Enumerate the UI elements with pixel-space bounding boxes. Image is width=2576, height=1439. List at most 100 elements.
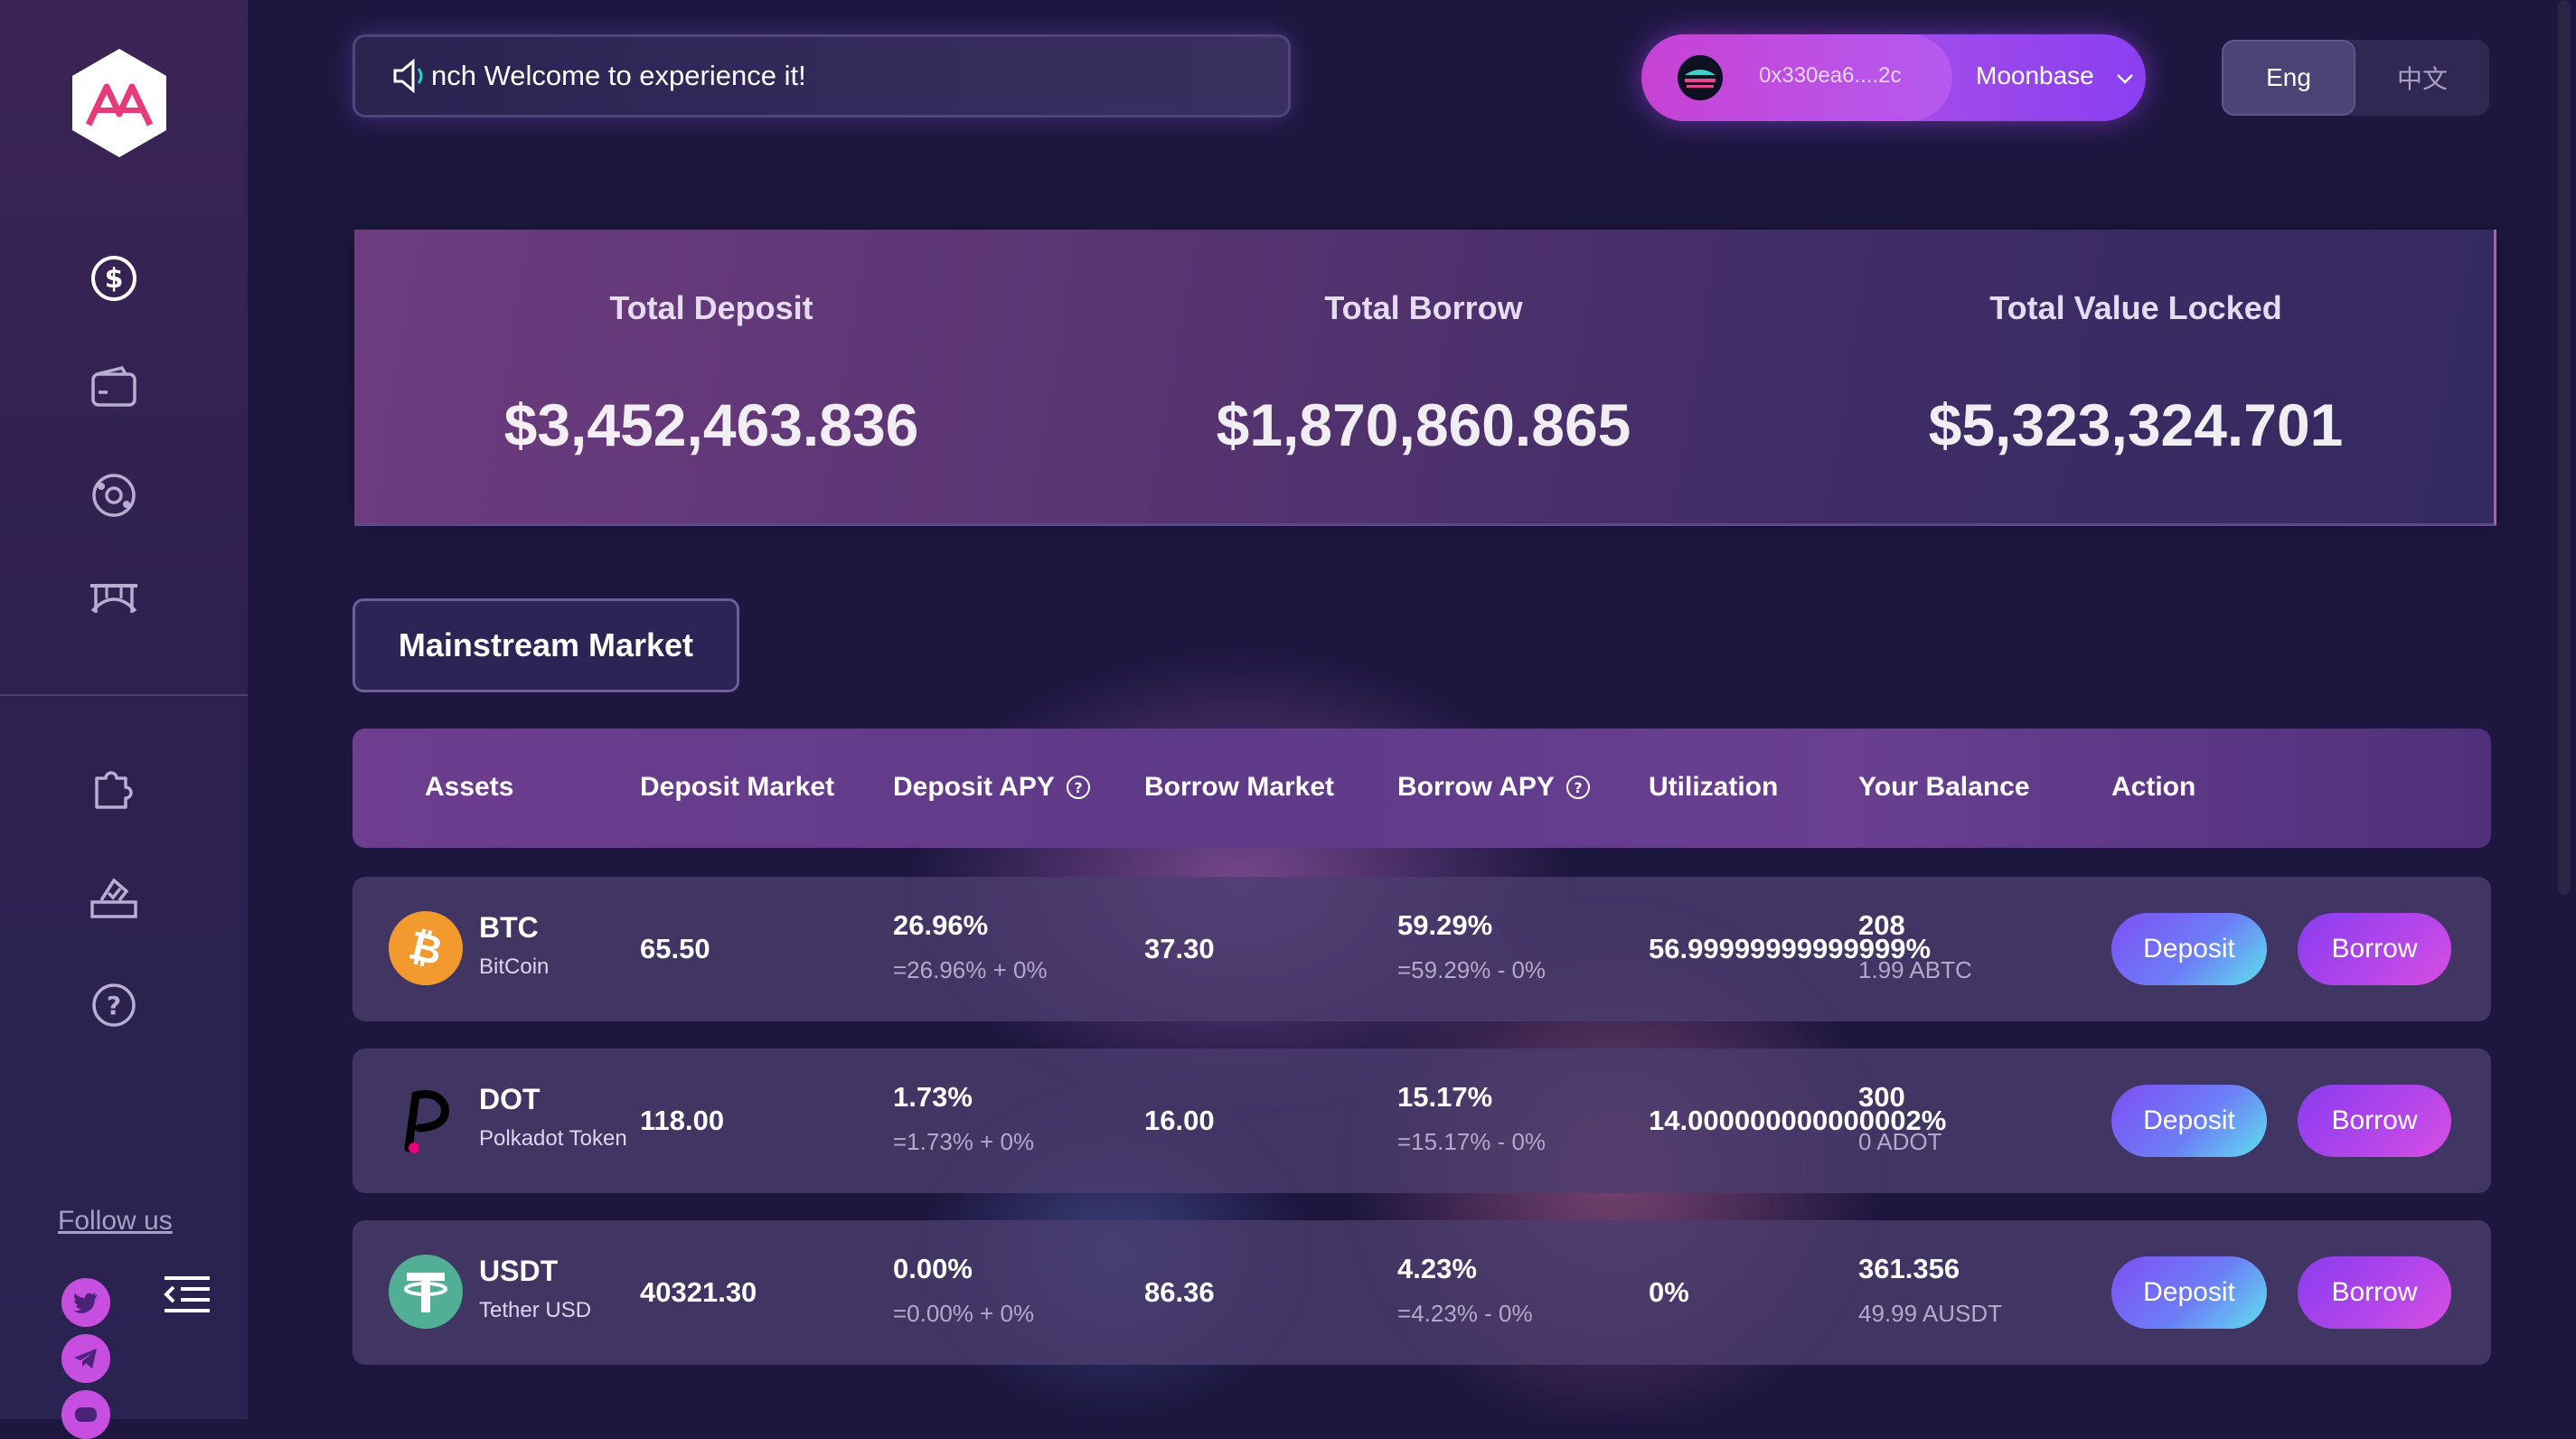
speaker-icon [391, 56, 431, 96]
asset-symbol: BTC [479, 911, 539, 944]
discord-icon[interactable] [61, 1390, 110, 1439]
deposit-market-value: 118.00 [640, 1105, 725, 1136]
column-header-assets: Assets [425, 772, 514, 802]
language-switcher: Eng 中文 [2222, 40, 2489, 116]
stat-total-deposit: Total Deposit $3,452,463.836 [354, 230, 1068, 526]
deposit-button[interactable]: Deposit [2111, 913, 2267, 985]
stat-total-value-locked: Total Value Locked $5,323,324.701 [1779, 230, 2493, 526]
asset-name: BitCoin [479, 955, 550, 979]
deposit-button[interactable]: Deposit [2111, 1256, 2267, 1329]
borrow-button[interactable]: Borrow [2298, 913, 2451, 985]
balance-atoken: 0 ADOT [1858, 1128, 1942, 1155]
wallet-avatar [1678, 55, 1723, 100]
borrow-apy-detail: =59.29% - 0% [1397, 956, 1547, 983]
utilization-value: 14.000000000000002% [1649, 1105, 1947, 1136]
column-header-action: Action [2111, 772, 2196, 802]
deposit-apy-detail: =1.73% + 0% [893, 1128, 1035, 1155]
vote-icon[interactable] [87, 870, 141, 924]
svg-text:₿: ₿ [404, 922, 447, 974]
asset-name: Tether USD [479, 1298, 592, 1322]
svg-text:?: ? [1574, 779, 1582, 796]
dollar-icon[interactable]: $ [87, 251, 141, 306]
balance-atoken: 1.99 ABTC [1858, 956, 1972, 983]
wallet-connect[interactable]: 0x330ea6....2c Moonbase [1641, 34, 2146, 121]
asset-symbol: DOT [479, 1083, 541, 1115]
deposit-apy-detail: =0.00% + 0% [893, 1300, 1035, 1327]
balance-value: 208 [1858, 909, 1905, 941]
stat-label: Total Borrow [1324, 289, 1523, 326]
wallet-icon[interactable] [87, 360, 141, 414]
twitter-icon[interactable] [61, 1278, 110, 1327]
help-icon[interactable]: ? [87, 978, 141, 1032]
deposit-apy-value: 1.73% [893, 1081, 973, 1113]
borrow-apy-value: 4.23% [1397, 1253, 1477, 1284]
borrow-market-value: 86.36 [1144, 1276, 1215, 1308]
chevron-down-icon[interactable] [2115, 69, 2135, 89]
column-header-borrow-apy: Borrow APY ? [1397, 772, 1591, 803]
borrow-apy-value: 15.17% [1397, 1081, 1493, 1113]
telegram-icon[interactable] [61, 1334, 110, 1383]
column-header-utilization: Utilization [1649, 772, 1779, 802]
announcement-text: nch Welcome to experience it! [431, 60, 806, 91]
btc-icon: ₿ [389, 911, 463, 985]
sidebar-divider [0, 694, 248, 696]
stat-total-borrow: Total Borrow $1,870,860.865 [1067, 230, 1781, 526]
lang-option-zh[interactable]: 中文 [2396, 65, 2448, 93]
question-icon[interactable]: ? [1066, 775, 1091, 800]
table-row: ₿ BTC BitCoin 65.50 26.96% =26.96% + 0% … [353, 877, 2491, 1021]
borrow-apy-detail: =4.23% - 0% [1397, 1300, 1533, 1327]
borrow-apy-detail: =15.17% - 0% [1397, 1128, 1547, 1155]
column-header-deposit-apy: Deposit APY ? [893, 772, 1091, 803]
question-icon[interactable]: ? [1565, 775, 1591, 800]
collapse-menu-icon[interactable] [163, 1274, 212, 1314]
balance-value: 361.356 [1858, 1253, 1960, 1284]
utilization-value: 0% [1649, 1276, 1689, 1308]
deposit-market-value: 65.50 [640, 933, 710, 964]
tab-mainstream-market[interactable]: Mainstream Market [353, 598, 739, 692]
deposit-apy-value: 26.96% [893, 909, 989, 941]
svg-text:?: ? [1074, 779, 1082, 796]
asset-name: Polkadot Token [479, 1126, 627, 1151]
swap-icon[interactable] [87, 468, 141, 522]
lang-option-eng[interactable]: Eng [2222, 40, 2355, 116]
balance-atoken: 49.99 AUSDT [1858, 1300, 2002, 1327]
stat-label: Total Value Locked [1989, 289, 2282, 326]
column-header-deposit-market: Deposit Market [640, 772, 835, 802]
borrow-button[interactable]: Borrow [2298, 1256, 2451, 1329]
usdt-icon [389, 1255, 463, 1329]
bridge-icon[interactable] [87, 571, 141, 625]
svg-text:$: $ [105, 263, 124, 295]
follow-us-link[interactable]: Follow us [58, 1206, 173, 1236]
balance-value: 300 [1858, 1081, 1905, 1113]
market-table-header: Assets Deposit Market Deposit APY ? Borr… [353, 729, 2491, 848]
column-header-label: Borrow APY [1397, 772, 1555, 802]
sidebar: $ ? Follow us [0, 0, 248, 1439]
app-logo[interactable] [69, 47, 170, 159]
table-row: USDT Tether USD 40321.30 0.00% =0.00% + … [353, 1220, 2491, 1365]
stat-label: Total Deposit [609, 289, 813, 326]
deposit-apy-value: 0.00% [893, 1253, 973, 1284]
puzzle-icon[interactable] [87, 761, 141, 815]
column-header-borrow-market: Borrow Market [1144, 772, 1335, 802]
network-selector[interactable]: Moonbase [1976, 61, 2094, 89]
stat-value: $5,323,324.701 [1928, 391, 2344, 458]
svg-text:?: ? [107, 991, 121, 1020]
borrow-market-value: 37.30 [1144, 933, 1215, 964]
borrow-market-value: 16.00 [1144, 1105, 1215, 1136]
stat-value: $1,870,860.865 [1216, 391, 1631, 458]
deposit-market-value: 40321.30 [640, 1276, 757, 1308]
borrow-apy-value: 59.29% [1397, 909, 1493, 941]
column-header-label: Deposit APY [893, 772, 1055, 802]
asset-symbol: USDT [479, 1255, 559, 1287]
borrow-button[interactable]: Borrow [2298, 1085, 2451, 1157]
wallet-address: 0x330ea6....2c [1759, 63, 1902, 88]
deposit-button[interactable]: Deposit [2111, 1085, 2267, 1157]
utilization-value: 56.99999999999999% [1649, 933, 1932, 964]
stat-value: $3,452,463.836 [503, 391, 919, 458]
scrollbar[interactable] [2558, 0, 2571, 895]
stats-panel: Total Deposit $3,452,463.836 Total Borro… [354, 230, 2496, 526]
deposit-apy-detail: =26.96% + 0% [893, 956, 1048, 983]
column-header-your-balance: Your Balance [1858, 772, 2030, 802]
dot-icon [389, 1083, 463, 1157]
announcement-bar: nch Welcome to experience it! [353, 34, 1291, 118]
